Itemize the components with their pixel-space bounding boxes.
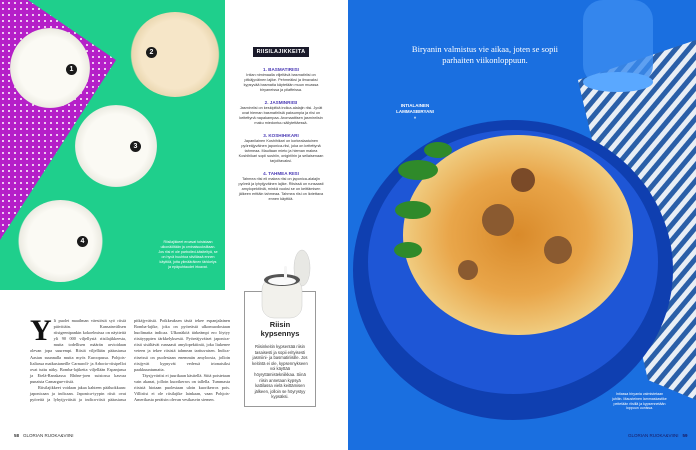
rice-type-heading: 4. TAHMEA RIISI: [263, 171, 299, 176]
sidebar-title: RIISILAJIKKEITA: [252, 47, 310, 57]
box-title: Riisin kypsennys: [260, 320, 300, 338]
dish-label-text: INTIALAINEN LAMMASBIRYANI: [396, 103, 434, 114]
rice-type-text: Tahmea riisi eli makea riisi on japonica…: [238, 177, 324, 201]
dish-label: INTIALAINEN LAMMASBIRYANI»: [390, 103, 440, 121]
rice-type-text: Japanilainen Koshihikari on korkealaatui…: [238, 139, 324, 163]
rice-type-heading: 3. KOSHIHIKARI: [263, 133, 299, 138]
photo-caption-right: Intiassa biryania valmistetaan juhliin. …: [612, 392, 667, 411]
drop-cap: Y: [30, 314, 52, 347]
rice-type-text: Intian nimimaalla viljeltävä basmatiriis…: [243, 73, 319, 92]
rice-types-sidebar: RIISILAJIKKEITA 1. BASMATIRIISI Intian ni…: [236, 40, 326, 209]
footer-right: GLORIAN RUOKA&VIINI 59: [628, 433, 688, 438]
photo-caption: Riisilajikkeet eroavat toisistaan ulkonä…: [158, 240, 218, 269]
rice-pile-jasmine: [130, 12, 220, 97]
arrow-icon: »: [413, 115, 417, 120]
number-badge: 2: [146, 47, 157, 58]
article-body: Y li puolet maailman väestöstä syö riisi…: [30, 314, 230, 403]
rice-type-heading: 2. JASMINRIISI: [264, 100, 298, 105]
magazine-name: GLORIAN RUOKA&VIINI: [23, 433, 74, 438]
box-text: Riisinkeitin kypsentää riisin tasaisesti…: [252, 344, 308, 400]
rice-type-heading: 1. BASMATIRIISI: [263, 67, 299, 72]
footer-left: 58 GLORIAN RUOKA&VIINI: [14, 433, 74, 438]
rice-type-item: 2. JASMINRIISI Jasminriisi on keskipitkä …: [236, 100, 326, 126]
rice-type-item: 1. BASMATIRIISI Intian nimimaalla viljelt…: [236, 67, 326, 93]
body-paragraph: li puolet maailman väestöstä syö riisiä …: [30, 318, 126, 384]
rice-type-item: 3. KOSHIHIKARI Japanilainen Koshihikari o…: [236, 133, 326, 164]
rice-photo: 1 2 3 4 Riisilajikkeet eroavat toisistaa…: [0, 0, 225, 290]
rice-pile-basmati: [10, 28, 90, 108]
page-number: 59: [682, 433, 688, 438]
rice-pile-sticky: [18, 200, 103, 282]
biryani-photo: [348, 0, 696, 450]
number-badge: 1: [66, 64, 77, 75]
rice-type-item: 4. TAHMEA RIISI Tahmea riisi eli makea ri…: [236, 171, 326, 202]
magazine-name: GLORIAN RUOKA&VIINI: [628, 433, 679, 438]
rice-cooker-image: [261, 249, 311, 319]
number-badge: 3: [130, 141, 141, 152]
rice-pile-koshihikari: [75, 105, 157, 187]
body-paragraph: Täysjyväriisi ei juurikaan käsitellä. Si…: [134, 372, 230, 403]
headline-quote: Biryanin valmistus vie aikaa, joten se s…: [411, 44, 559, 65]
page-number: 58: [14, 433, 20, 438]
body-paragraph: Riisilajikkeet voidaan jakaa kahteen pää…: [30, 318, 230, 403]
number-badge: 4: [77, 236, 88, 247]
biryani-illustration: [353, 0, 696, 420]
rice-type-text: Jasminriisi on keskipitkä indica-alalaji…: [239, 106, 323, 125]
